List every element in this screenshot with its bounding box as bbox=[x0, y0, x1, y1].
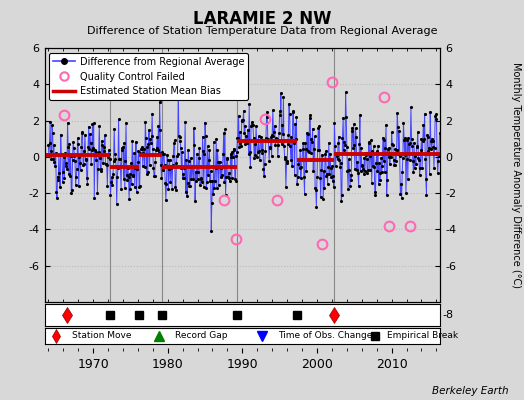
Text: Time of Obs. Change: Time of Obs. Change bbox=[278, 332, 373, 340]
Text: LARAMIE 2 NW: LARAMIE 2 NW bbox=[193, 10, 331, 28]
Text: Monthly Temperature Anomaly Difference (°C): Monthly Temperature Anomaly Difference (… bbox=[511, 62, 521, 288]
Text: Station Move: Station Move bbox=[72, 332, 132, 340]
Text: -8: -8 bbox=[443, 310, 454, 320]
Legend: Difference from Regional Average, Quality Control Failed, Estimated Station Mean: Difference from Regional Average, Qualit… bbox=[49, 53, 248, 100]
Text: Record Gap: Record Gap bbox=[175, 332, 227, 340]
Text: Berkeley Earth: Berkeley Earth bbox=[432, 386, 508, 396]
Text: Difference of Station Temperature Data from Regional Average: Difference of Station Temperature Data f… bbox=[87, 26, 437, 36]
Text: Empirical Break: Empirical Break bbox=[387, 332, 458, 340]
